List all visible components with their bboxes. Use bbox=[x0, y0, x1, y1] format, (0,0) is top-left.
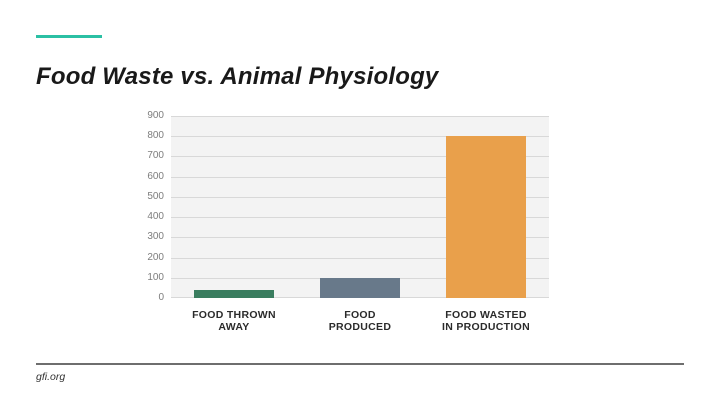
x-axis-category-labels: FOOD THROWN AWAY FOOD PRODUCED FOOD WASTED… bbox=[171, 309, 549, 333]
y-tick-label: 900 bbox=[147, 110, 164, 121]
y-tick-label: 700 bbox=[147, 150, 164, 162]
bar-food-thrown-away bbox=[194, 289, 274, 298]
plot-area bbox=[171, 116, 549, 298]
y-tick-label: 600 bbox=[147, 170, 164, 182]
gridline bbox=[171, 217, 549, 219]
footer-divider bbox=[36, 363, 684, 365]
gridline bbox=[171, 156, 549, 158]
bars bbox=[171, 116, 549, 298]
y-tick-label: 200 bbox=[147, 251, 164, 263]
category-label-food-produced: FOOD PRODUCED bbox=[328, 309, 392, 333]
y-tick-label: 800 bbox=[147, 130, 164, 142]
y-tick-label: 100 bbox=[147, 271, 164, 283]
y-axis: 0 100 200 300 400 500 600 700 800 900 bbox=[120, 111, 164, 303]
category-label-food-wasted-in-production: FOOD WASTED IN PRODUCTION bbox=[442, 309, 530, 333]
y-tick-label: 300 bbox=[147, 231, 164, 243]
y-tick-label: 0 bbox=[158, 292, 164, 303]
bar-slot bbox=[423, 116, 549, 298]
gridline bbox=[171, 237, 549, 239]
gridline bbox=[171, 116, 549, 117]
y-tick-label: 400 bbox=[147, 211, 164, 223]
category-label-food-thrown-away: FOOD THROWN AWAY bbox=[192, 309, 276, 333]
bar-food-produced bbox=[320, 277, 400, 298]
bar-food-wasted-in-production bbox=[446, 136, 526, 298]
page-title: Food Waste vs. Animal Physiology bbox=[36, 63, 439, 91]
gridline bbox=[171, 196, 549, 198]
gridline bbox=[171, 257, 549, 259]
bar-slot bbox=[297, 116, 423, 298]
bar-slot bbox=[171, 116, 297, 298]
gridline bbox=[171, 136, 549, 138]
y-tick-label: 500 bbox=[147, 190, 164, 202]
gridline bbox=[171, 176, 549, 178]
accent-bar bbox=[36, 35, 102, 38]
footer-url: gfi.org bbox=[36, 371, 66, 383]
